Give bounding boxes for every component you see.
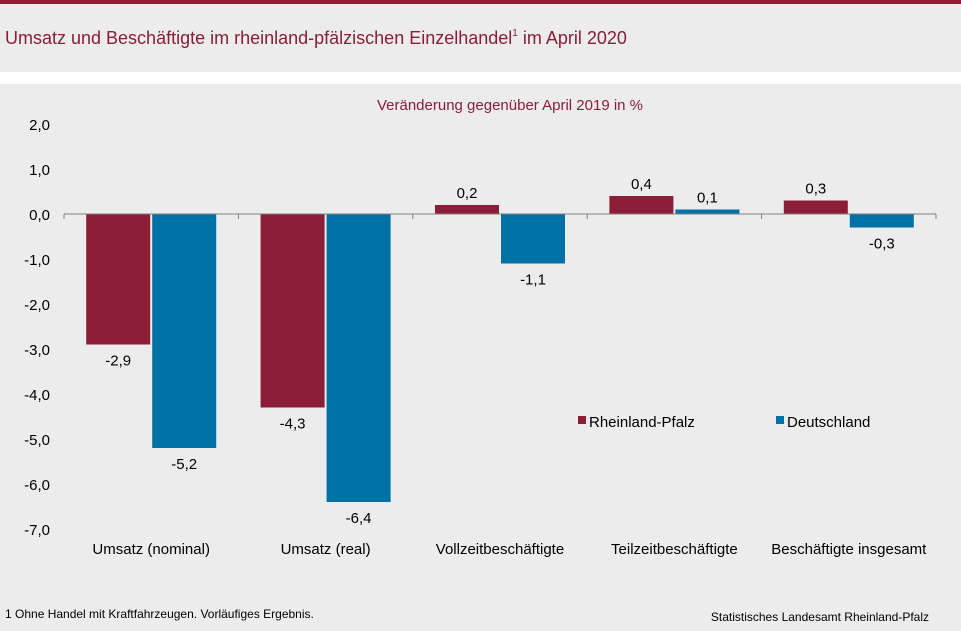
data-label: -4,3 <box>280 416 306 433</box>
bar-deutschland <box>326 214 391 502</box>
y-tick-label: -4,0 <box>24 387 50 404</box>
bar-deutschland <box>849 214 914 228</box>
title-footnote-mark: 1 <box>512 28 518 39</box>
x-category-label: Umsatz (nominal) <box>92 541 210 558</box>
y-tick-label: -2,0 <box>24 297 50 314</box>
y-tick-label: -3,0 <box>24 342 50 359</box>
legend-swatch <box>776 416 784 424</box>
bar-deutschland <box>152 214 217 448</box>
y-tick-label: -1,0 <box>24 252 50 269</box>
data-label: -2,9 <box>105 353 131 370</box>
title-main: Umsatz und Beschäftigte im rheinland-pfä… <box>5 28 513 48</box>
legend-label: Deutschland <box>787 414 870 431</box>
title-end: im April 2020 <box>517 28 627 48</box>
bar-rheinland-pfalz <box>86 214 151 345</box>
y-tick-label: 2,0 <box>29 117 50 134</box>
data-label: 0,3 <box>805 181 826 198</box>
bar-rheinland-pfalz <box>783 200 848 214</box>
bar-rheinland-pfalz <box>435 205 499 214</box>
x-category-label: Umsatz (real) <box>281 541 371 558</box>
bar-deutschland <box>675 209 740 214</box>
x-category-label: Teilzeitbeschäftigte <box>611 541 738 558</box>
y-tick-label: -7,0 <box>24 522 50 539</box>
data-label: -1,1 <box>520 272 546 289</box>
x-category-label: Beschäftigte insgesamt <box>771 541 927 558</box>
legend-swatch <box>578 416 586 424</box>
page-title: Umsatz und Beschäftigte im rheinland-pfä… <box>5 28 627 49</box>
bar-rheinland-pfalz <box>609 196 674 214</box>
legend-label: Rheinland-Pfalz <box>589 414 695 431</box>
chart-subtitle: Veränderung gegenüber April 2019 in % <box>377 97 643 114</box>
separator <box>0 72 961 84</box>
data-label: 0,1 <box>697 190 718 207</box>
footnote: 1 Ohne Handel mit Kraftfahrzeugen. Vorlä… <box>5 607 314 621</box>
data-label: 0,4 <box>631 176 652 193</box>
y-tick-label: 0,0 <box>29 207 50 224</box>
top-accent-bar <box>0 0 961 4</box>
data-label: -5,2 <box>171 456 197 473</box>
y-tick-label: 1,0 <box>29 162 50 179</box>
data-label: -6,4 <box>346 510 372 527</box>
data-label: 0,2 <box>457 185 478 202</box>
bar-deutschland <box>501 214 565 264</box>
y-tick-label: -5,0 <box>24 432 50 449</box>
source-note: Statistisches Landesamt Rheinland-Pfalz <box>710 610 929 624</box>
x-category-label: Vollzeitbeschäftigte <box>436 541 564 558</box>
data-label: -0,3 <box>869 236 895 253</box>
y-tick-label: -6,0 <box>24 477 50 494</box>
bar-rheinland-pfalz <box>260 214 325 408</box>
